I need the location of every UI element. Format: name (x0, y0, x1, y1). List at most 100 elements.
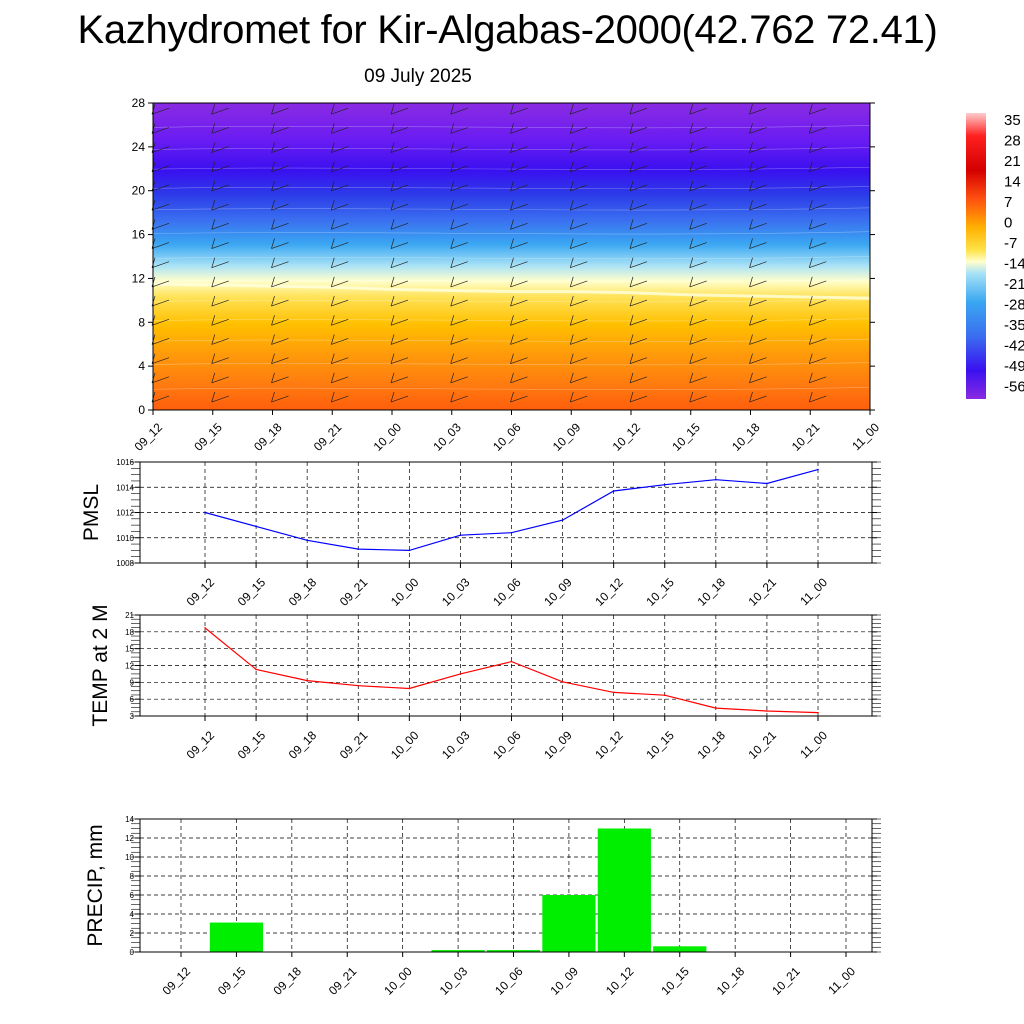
y-tick-label: 6 (130, 891, 135, 900)
wind-barb-flag (450, 276, 455, 288)
wind-barb (450, 146, 468, 153)
wind-barb (390, 203, 409, 211)
colorbar-label: -14 (1004, 256, 1024, 273)
wind-barb (271, 318, 289, 326)
wind-barb-flag (569, 219, 574, 230)
cross-section-panel: 0 4 8 12 16 20 24 28 09_12 09_15 09_18 09_21 10_00 10… (132, 96, 883, 454)
panel-frame (139, 614, 873, 717)
x-tick-label: 11_00 (849, 420, 882, 453)
wind-barb (331, 184, 349, 192)
wind-barb-flag (689, 180, 694, 192)
wind-barb (450, 223, 468, 230)
x-tick-label: 11_00 (797, 728, 830, 761)
wind-barb (151, 357, 170, 364)
wind-barb (809, 338, 827, 345)
wind-barb (749, 299, 767, 307)
x-tick-label: 09_18 (270, 964, 304, 998)
wind-barb (331, 299, 349, 307)
wind-barb (390, 127, 409, 134)
wind-barb (331, 127, 349, 134)
wind-barb-flag (629, 200, 634, 211)
wind-barb-flag (808, 334, 813, 345)
wind-barb-flag (271, 142, 275, 153)
wind-barb (809, 242, 827, 249)
x-tick-label: 10_09 (550, 420, 584, 454)
wind-barb-flag (749, 295, 753, 307)
wind-barb-flag (330, 353, 335, 364)
wind-barb-flag (271, 219, 275, 230)
wind-barb-flag (271, 391, 275, 403)
wind-barb (331, 357, 349, 364)
wind-barb (689, 299, 707, 307)
y-tick-label: 1008 (116, 559, 134, 568)
wind-barb-flag (271, 200, 275, 211)
x-tick-label: 10_21 (746, 575, 780, 609)
wind-barb (809, 184, 827, 192)
wind-barb (331, 338, 349, 345)
wind-barb (450, 357, 468, 364)
wind-barb-flag (629, 238, 634, 249)
wind-barb-flag (390, 315, 395, 326)
wind-barb-flag (211, 180, 216, 192)
wind-barb (629, 376, 648, 384)
wind-barb-flag (450, 334, 455, 345)
x-tick-label: 09_15 (215, 964, 249, 998)
pmsl-point (612, 490, 615, 492)
wind-barb (809, 127, 827, 134)
contour-line (152, 207, 871, 211)
y-tick-label: 14 (125, 815, 134, 824)
wind-barb (749, 376, 767, 384)
colorbar-label: 28 (1004, 133, 1021, 150)
y-axis-label: PRECIP, mm (84, 824, 107, 946)
wind-barb-flag (450, 372, 455, 383)
temperature-field (153, 103, 870, 410)
x-tick-label: 09_12 (132, 420, 166, 454)
wind-barb-flag (211, 238, 216, 249)
y-tick-label: 1014 (116, 483, 134, 492)
wind-barb-flag (211, 334, 216, 345)
wind-barb (211, 280, 229, 288)
wind-barb (331, 261, 349, 269)
wind-barb (271, 242, 289, 249)
wind-barb-flag (450, 200, 455, 211)
y-axis-label: TEMP at 2 M (89, 604, 112, 726)
y-tick-label: 10 (125, 853, 134, 862)
wind-barb (809, 223, 827, 230)
temp-point (561, 680, 564, 683)
wind-barb-flag (271, 295, 275, 307)
temp-point (459, 673, 462, 675)
wind-barb-flag (629, 276, 634, 288)
wind-barb-flag (510, 315, 514, 326)
x-tick-label: 09_15 (235, 728, 269, 762)
wind-barb (809, 357, 827, 364)
wind-barb (211, 299, 229, 307)
wind-barb (211, 165, 229, 173)
wind-barb (689, 395, 707, 403)
wind-barb (331, 223, 349, 230)
wind-barb (390, 242, 409, 249)
wind-barb (749, 107, 767, 115)
wind-barb (749, 318, 767, 326)
wind-barb-flag (749, 315, 753, 326)
x-tick-label: 10_00 (371, 420, 405, 454)
x-tick-label: 10_12 (610, 420, 644, 454)
wind-barb-flag (629, 104, 634, 115)
wind-barb-flag (330, 257, 335, 268)
y-tick-label: 18 (125, 628, 134, 637)
wind-barb (629, 165, 648, 173)
wind-barb-flag (629, 142, 634, 153)
x-tick-label: 09_21 (326, 964, 360, 998)
y-tick-label: 9 (130, 678, 135, 687)
wind-barb-flag (749, 257, 753, 268)
wind-barb (689, 146, 707, 153)
wind-barb (450, 242, 468, 249)
precip-bar (653, 946, 707, 952)
colorbar-label: -56 (1004, 379, 1024, 396)
wind-barb-flag (330, 315, 335, 326)
wind-barb (151, 376, 170, 384)
pmsl-point (715, 478, 717, 481)
x-tick-label: 10_09 (541, 575, 575, 609)
wind-barb-flag (510, 391, 514, 403)
temp-point (766, 710, 768, 712)
wind-barb-flag (510, 180, 514, 192)
